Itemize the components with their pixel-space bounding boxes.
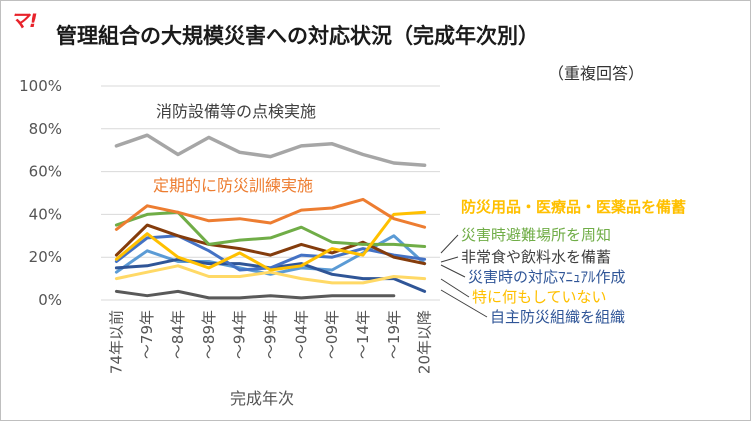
leader-line	[440, 289, 488, 318]
y-tick-label: 40%	[29, 205, 62, 223]
series-annotation: 消防設備等の点検実施	[156, 102, 316, 121]
legend-label: 災害時避難場所を周知	[461, 226, 611, 244]
series-line	[114, 289, 396, 300]
y-tick-label: 100%	[19, 77, 62, 95]
series-annotation: 定期的に防災訓練実施	[153, 176, 313, 195]
x-tick-label: ～09年	[323, 310, 341, 359]
legend-label: 自主防災組織を組織	[490, 308, 625, 326]
series-labels: 消防設備等の点検実施定期的に防災訓練実施防災用品・医療品・医薬品を備蓄災害時避難…	[153, 102, 686, 326]
series-line	[114, 234, 427, 272]
brand-logo: マ!	[10, 10, 38, 32]
x-axis-title: 完成年次	[230, 389, 294, 408]
x-tick-label: ～99年	[262, 310, 280, 359]
chart-title: 管理組合の大規模災害への対応状況（完成年次別）	[56, 24, 539, 48]
legend-label: 特に何もしていない	[472, 288, 607, 306]
x-axis-ticks: 74年以前 ～79年 ～84年 ～89年 ～94年 ～99年 ～04年 ～09年 ～14年 ～19…	[107, 310, 433, 374]
y-axis-ticks: 0% 20% 40% 60% 80% 100%	[19, 77, 62, 309]
series-line	[114, 133, 427, 167]
x-tick-label: ～04年	[292, 310, 310, 359]
series-line	[114, 223, 427, 266]
x-tick-label: ～84年	[169, 310, 187, 359]
series-line	[114, 264, 427, 285]
leader-line	[440, 264, 466, 278]
y-tick-label: 20%	[29, 248, 62, 266]
y-tick-label: 60%	[29, 163, 62, 181]
leader-line	[440, 256, 459, 263]
series-line	[114, 210, 427, 272]
series-line	[114, 197, 427, 231]
x-tick-label: 20年以降	[416, 310, 434, 374]
x-tick-label: ～94年	[231, 310, 249, 359]
x-tick-label: ～89年	[200, 310, 218, 359]
legend-label: 防災用品・医療品・医薬品を備蓄	[461, 198, 686, 216]
legend-label: 非常食や飲料水を備蓄	[461, 248, 611, 266]
x-tick-label: ～79年	[138, 310, 156, 359]
series-line	[114, 210, 427, 248]
legend-label: 災害時の対応ﾏﾆｭｱﾙ作成	[468, 268, 626, 286]
y-tick-label: 0%	[38, 291, 62, 309]
leader-line	[440, 278, 470, 298]
leader-line	[440, 234, 459, 254]
x-tick-label: ～19年	[385, 310, 403, 359]
x-tick-label: 74年以前	[107, 310, 125, 374]
series-lines	[114, 133, 427, 300]
chart-subtitle: （重複回答）	[548, 64, 645, 83]
x-tick-label: ～14年	[354, 310, 372, 359]
y-tick-label: 80%	[29, 120, 62, 138]
